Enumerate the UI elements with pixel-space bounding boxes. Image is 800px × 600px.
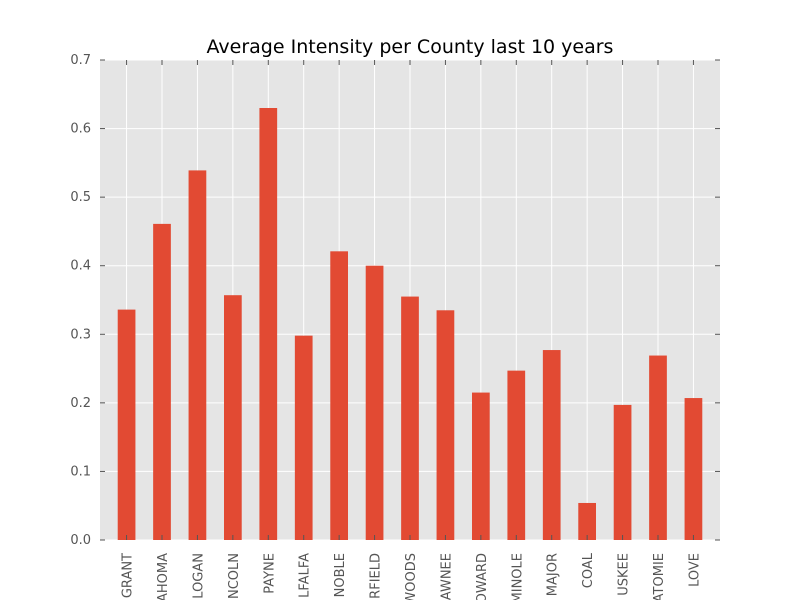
bar xyxy=(224,295,242,540)
bar xyxy=(613,404,632,540)
y-tick-label: 0.5 xyxy=(70,190,91,205)
bar xyxy=(436,310,455,540)
y-axis: 0.0 0.1 0.2 0.3 0.4 0.5 0.6 0.7 xyxy=(70,53,720,548)
bar xyxy=(507,370,526,540)
y-tick-label: 0.4 xyxy=(70,259,91,274)
bar xyxy=(153,223,171,540)
x-tick-label: MAJOR xyxy=(546,553,561,596)
x-tick-label: RFIELD xyxy=(369,553,384,599)
bar xyxy=(649,355,667,540)
x-tick-label: MINOLE xyxy=(510,553,525,600)
y-tick-label: 0.0 xyxy=(70,533,91,548)
x-tick-label: WOODS xyxy=(404,553,419,600)
x-axis: GRANT AHOMA LOGAN NCOLN PAYNE LFALFA NOBLE RFIE… xyxy=(121,60,702,600)
x-tick-label: USKEE xyxy=(617,553,632,596)
x-tick-label: OWARD xyxy=(475,553,490,600)
bar xyxy=(684,398,703,540)
x-tick-label: NOBLE xyxy=(333,553,348,597)
y-tick-label: 0.1 xyxy=(70,464,91,479)
bar xyxy=(188,170,207,540)
bars xyxy=(117,108,703,541)
x-tick-label: ATOMIE xyxy=(652,553,667,600)
x-tick-label: AHOMA xyxy=(156,553,171,600)
x-tick-label: AWNEE xyxy=(439,553,454,600)
bar xyxy=(117,309,136,540)
x-tick-label: COAL xyxy=(581,552,596,588)
bar xyxy=(330,251,348,541)
x-tick-label: PAYNE xyxy=(262,553,277,594)
bar xyxy=(294,335,313,540)
bar xyxy=(401,296,419,540)
y-tick-label: 0.6 xyxy=(70,122,91,137)
y-tick-label: 0.7 xyxy=(70,53,91,68)
x-tick-label: NCOLN xyxy=(227,553,242,599)
chart-title: Average Intensity per County last 10 yea… xyxy=(207,36,614,58)
y-tick-label: 0.3 xyxy=(70,327,91,342)
x-tick-label: LOVE xyxy=(687,553,702,587)
x-tick-label: LFALFA xyxy=(298,553,313,598)
y-tick-label: 0.2 xyxy=(70,396,91,411)
bar xyxy=(542,350,561,540)
bar xyxy=(259,108,278,540)
x-tick-label: LOGAN xyxy=(191,553,206,599)
bar xyxy=(472,392,490,540)
bar xyxy=(365,265,384,540)
x-tick-label: GRANT xyxy=(121,553,136,598)
bar xyxy=(578,502,596,540)
